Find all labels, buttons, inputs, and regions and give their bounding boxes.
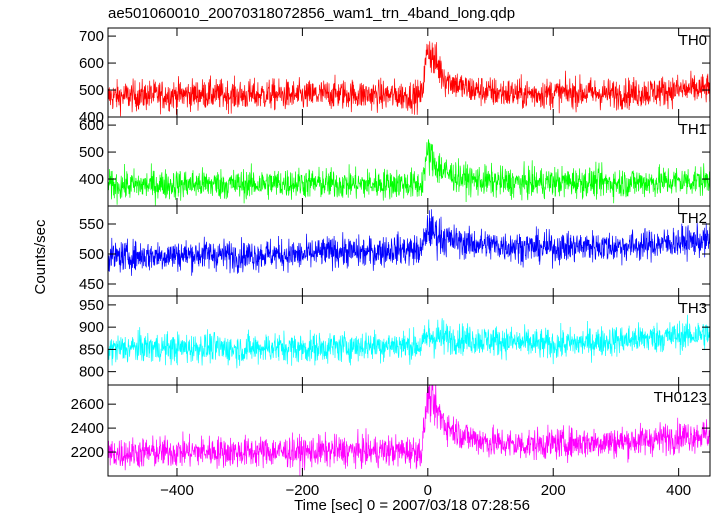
panel-th0: 400 500 600 700 TH0 (79, 27, 711, 126)
chart-title: ae501060010_20070318072856_wam1_trn_4ban… (108, 5, 515, 22)
y-tick-label: 2400 (71, 420, 104, 437)
y-tick-label: 600 (79, 55, 104, 72)
series-line-th0123 (108, 385, 710, 476)
y-tick-label: 700 (79, 28, 104, 45)
y-tick-label: 550 (79, 216, 104, 233)
x-tick-label: 200 (541, 482, 566, 499)
y-axis-label: Counts/sec (32, 219, 49, 295)
series-line-th2 (108, 209, 710, 276)
panel-label: TH0123 (654, 389, 707, 406)
y-tick-label: 900 (79, 319, 104, 336)
panel-th1: 400 500 600 TH1 (79, 116, 711, 207)
panel-th0123: 2200 2400 2600 TH0123 (71, 384, 711, 477)
y-tick-label: 450 (79, 276, 104, 293)
y-tick-label: 400 (79, 171, 104, 188)
panel-th2: 450 500 550 TH2 (79, 205, 711, 297)
x-tick-label: 400 (666, 482, 691, 499)
panel-label: TH1 (679, 121, 707, 138)
y-tick-label: 850 (79, 341, 104, 358)
panels-group: 400 500 600 700 TH0 400 500 600 TH1 450 500 550 TH2 8… (71, 27, 711, 499)
series-line-th0 (108, 41, 710, 117)
x-tick-label: −400 (160, 482, 194, 499)
x-tick-label: 0 (424, 482, 432, 499)
y-tick-label: 500 (79, 144, 104, 161)
series-line-th1 (108, 139, 710, 206)
panel-frame (107, 384, 711, 477)
y-tick-label: 800 (79, 364, 104, 381)
series-line-th3 (108, 314, 710, 369)
y-tick-label: 400 (79, 109, 104, 126)
y-tick-label: 2600 (71, 396, 104, 413)
y-tick-label: 500 (79, 246, 104, 263)
y-tick-label: 950 (79, 297, 104, 314)
y-tick-label: 600 (79, 117, 104, 134)
x-axis-label: Time [sec] 0 = 2007/03/18 07:28:56 (294, 497, 530, 514)
y-tick-label: 2200 (71, 444, 104, 461)
panel-label: TH2 (679, 210, 707, 227)
y-tick-label: 500 (79, 82, 104, 99)
panel-th3: 800 850 900 950 TH3 (79, 295, 711, 386)
x-tick-label: −200 (285, 482, 319, 499)
panel-label: TH0 (679, 32, 707, 49)
panel-label: TH3 (679, 300, 707, 317)
